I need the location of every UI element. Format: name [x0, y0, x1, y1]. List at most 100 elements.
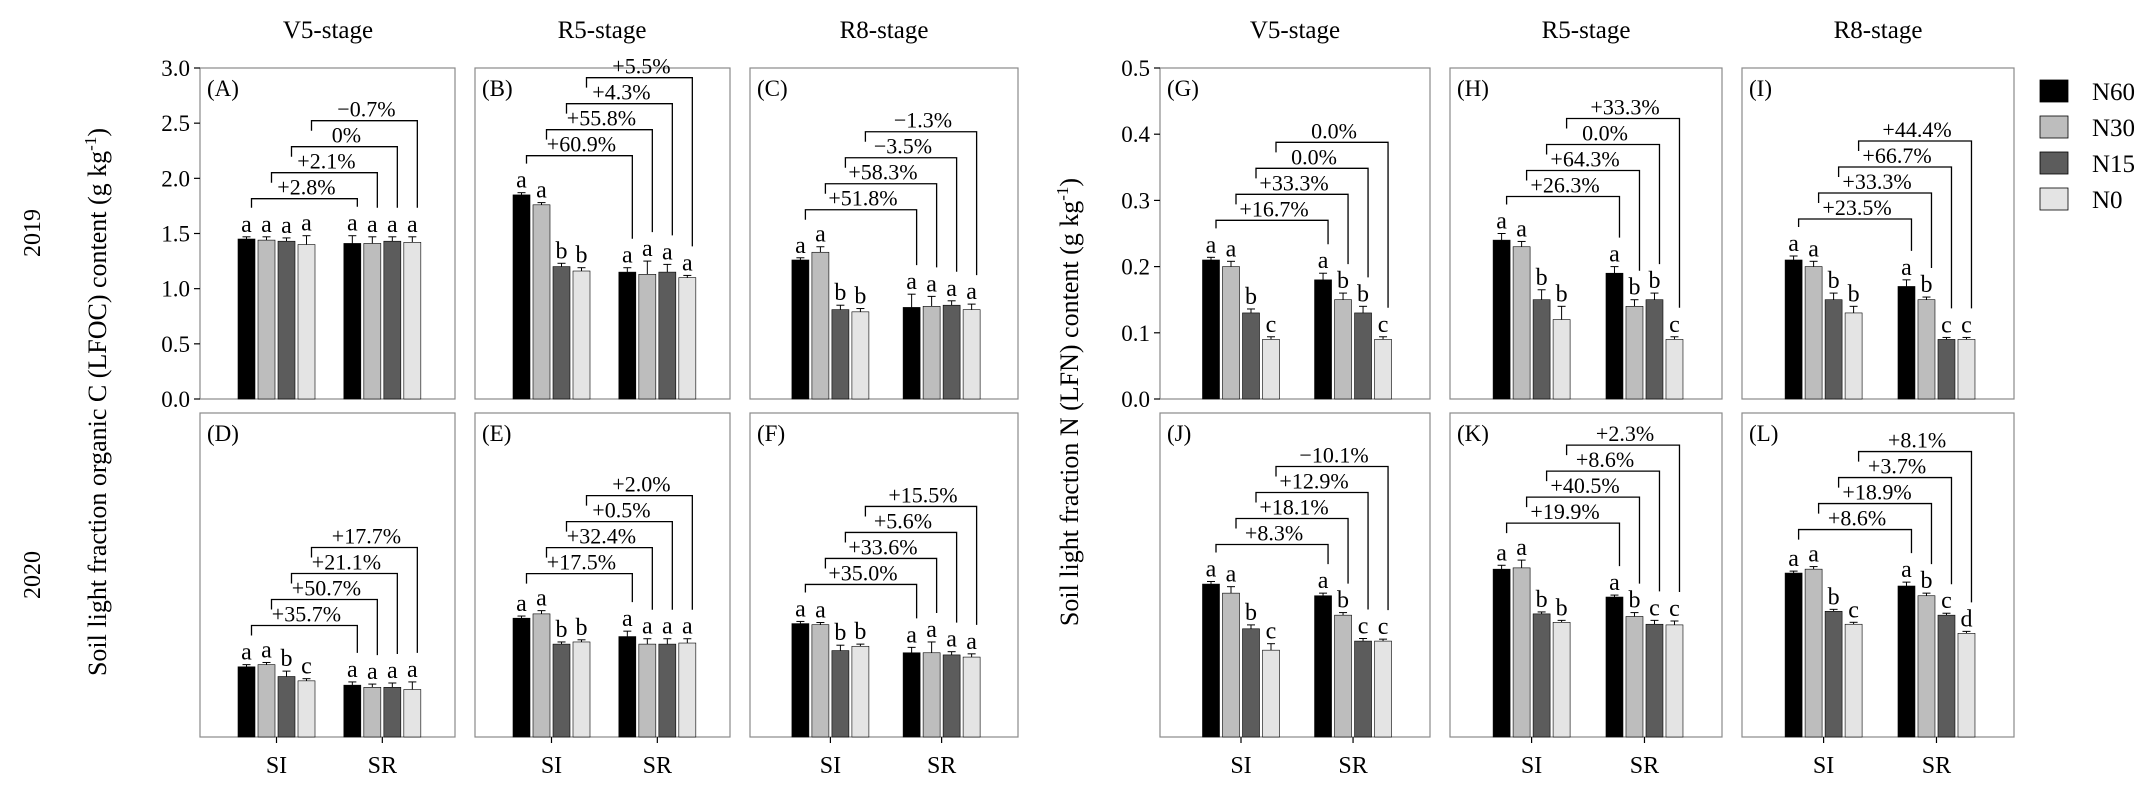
- bar-n60-si: [1492, 568, 1511, 738]
- row-label-year: 2019: [20, 209, 46, 257]
- comparison-bracket: [545, 129, 653, 233]
- comparison-percent-label: 0.0%: [1582, 121, 1628, 146]
- bar-n0-si: [1552, 319, 1571, 400]
- comparison-bracket: [1565, 444, 1681, 593]
- significance-letter: b: [576, 243, 588, 269]
- comparison-bracket: [864, 131, 978, 276]
- bar-n0-sr: [1665, 624, 1684, 738]
- panel-label: (K): [1457, 421, 1489, 446]
- panel-frame: [199, 412, 456, 738]
- panel-label: (E): [482, 421, 511, 446]
- comparison-percent-label: +64.3%: [1550, 147, 1619, 172]
- bar-n15-si: [831, 650, 850, 738]
- legend-label: N0: [2092, 187, 2123, 214]
- bar-n30-sr: [1334, 614, 1352, 738]
- panel-frame: [1741, 412, 2015, 738]
- bar-n0-sr: [403, 242, 422, 400]
- significance-letter: a: [1318, 248, 1329, 274]
- significance-letter: a: [1516, 535, 1527, 561]
- bar-n0-si: [297, 680, 316, 738]
- comparison-percent-label: +8.6%: [1576, 447, 1634, 472]
- bar-n30-sr: [1625, 306, 1644, 400]
- bar-n15-si: [1532, 299, 1551, 400]
- comparison-percent-label: −1.3%: [894, 108, 952, 133]
- significance-letter: a: [241, 640, 252, 666]
- comparison-percent-label: +18.1%: [1259, 494, 1328, 519]
- comparison-percent-label: +35.0%: [828, 560, 897, 585]
- significance-letter: a: [795, 596, 806, 622]
- significance-letter: a: [347, 211, 358, 237]
- comparison-bracket: [1857, 140, 1973, 309]
- significance-letter: a: [1808, 542, 1819, 568]
- bar-n15-sr: [383, 687, 402, 738]
- bar-n60-sr: [1897, 286, 1916, 400]
- bar-n60-si: [237, 238, 256, 400]
- comparison-percent-label: +5.6%: [874, 508, 932, 533]
- comparison-bracket: [1525, 169, 1641, 271]
- significance-letter: a: [1318, 568, 1329, 594]
- significance-letter: a: [261, 212, 272, 238]
- significance-letter: a: [261, 637, 272, 663]
- panel-frame: [1159, 412, 1431, 738]
- bar-n0-sr: [678, 642, 697, 738]
- bar-n60-si: [791, 259, 810, 400]
- significance-letter: c: [1941, 588, 1952, 614]
- bar-n60-sr: [618, 636, 637, 738]
- comparison-percent-label: +66.7%: [1862, 143, 1931, 168]
- significance-letter: b: [1828, 268, 1840, 294]
- significance-letter: b: [1245, 284, 1257, 310]
- bar-n60-sr: [618, 271, 637, 400]
- bar-n30-sr: [363, 243, 382, 400]
- bar-n60-si: [512, 617, 531, 738]
- column-title: R5-stage: [1542, 17, 1631, 44]
- significance-letter: a: [367, 212, 378, 238]
- bar-n60-si: [1202, 259, 1220, 400]
- bar-n30-si: [811, 624, 830, 738]
- significance-letter: a: [241, 212, 252, 238]
- comparison-bracket: [1235, 517, 1349, 584]
- bar-n60-sr: [1314, 595, 1332, 738]
- bar-n0-sr: [403, 689, 422, 738]
- comparison-bracket: [824, 557, 938, 613]
- significance-letter: a: [1206, 232, 1217, 258]
- significance-letter: a: [407, 657, 418, 683]
- y-tick-label: 3.0: [161, 56, 190, 81]
- bar-n0-sr: [962, 309, 981, 400]
- comparison-bracket: [290, 572, 398, 654]
- comparison-bracket: [1857, 450, 1973, 603]
- significance-letter: b: [1536, 265, 1548, 291]
- significance-letter: b: [1337, 268, 1349, 294]
- significance-letter: a: [1206, 556, 1217, 582]
- comparison-bracket: [1545, 470, 1661, 592]
- significance-letter: b: [834, 280, 846, 306]
- significance-letter: c: [1378, 312, 1389, 338]
- bar-n30-si: [1512, 567, 1531, 738]
- significance-letter: a: [966, 279, 977, 305]
- bar-n0-si: [851, 311, 870, 400]
- comparison-percent-label: +2.0%: [612, 472, 670, 497]
- comparison-bracket: [250, 198, 358, 208]
- y-tick-label: 0.1: [1121, 321, 1150, 346]
- bar-n60-si: [1784, 572, 1803, 738]
- bar-n15-sr: [1937, 339, 1956, 400]
- panel-label: (I): [1749, 76, 1772, 101]
- significance-letter: c: [1848, 597, 1859, 623]
- bar-n15-si: [277, 240, 296, 400]
- column-title: R8-stage: [1834, 17, 1923, 44]
- significance-letter: c: [301, 654, 312, 680]
- significance-letter: c: [1358, 614, 1369, 640]
- significance-letter: a: [926, 617, 937, 643]
- legend-swatch-n60: [2039, 79, 2069, 103]
- x-tick-label: SI: [1521, 753, 1542, 779]
- bar-n15-sr: [1354, 312, 1372, 400]
- x-tick-label: SI: [541, 753, 562, 779]
- bar-n30-si: [257, 239, 276, 400]
- comparison-percent-label: +17.5%: [547, 550, 616, 575]
- y-tick-label: 0.0: [161, 387, 190, 412]
- significance-letter: a: [387, 212, 398, 238]
- comparison-percent-label: +35.7%: [272, 601, 341, 626]
- bar-n0-si: [297, 244, 316, 400]
